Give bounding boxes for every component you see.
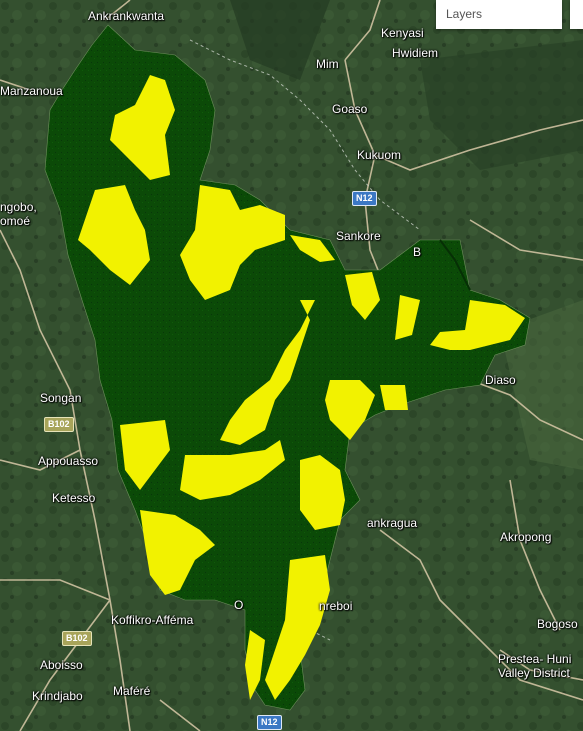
place-label: Hwidiem	[392, 46, 439, 60]
dark-forest-patch	[230, 0, 330, 80]
place-label: Ankrankwanta	[88, 9, 165, 23]
road-shield-b102: B102	[44, 417, 74, 432]
place-label: Diaso	[485, 373, 516, 387]
place-label: Manzanoua	[0, 84, 63, 98]
forest-edge	[439, 239, 471, 291]
road-shield-n12: N12	[257, 715, 282, 730]
layers-label: Layers	[446, 7, 483, 21]
place-label: ngobo,	[0, 200, 37, 214]
place-label: Ketesso	[52, 491, 96, 505]
place-label: Akropong	[500, 530, 552, 544]
place-label: Valley District	[498, 666, 570, 680]
dark-forest-patch	[420, 40, 583, 170]
place-label: Prestea- Huni	[498, 652, 572, 666]
layers-control-button[interactable]: Layers	[436, 0, 562, 29]
place-label: nreboi	[319, 599, 353, 613]
place-label: Mim	[316, 57, 339, 71]
place-label: Bogoso	[537, 617, 578, 631]
road-shield-b102: B102	[62, 631, 92, 646]
place-label: B	[413, 245, 422, 259]
map-control-button[interactable]	[570, 0, 583, 29]
highlight-areas	[78, 75, 525, 700]
place-label: Appouasso	[38, 454, 99, 468]
place-label: Sankore	[336, 229, 381, 243]
place-label: Koffikro-Afféma	[111, 613, 194, 627]
place-label: ankragua	[367, 516, 418, 530]
place-label: omoé	[0, 214, 31, 228]
place-label: Maféré	[113, 684, 151, 698]
place-label: Songan	[40, 391, 82, 405]
place-label: Goaso	[332, 102, 368, 116]
place-label: Krindjabo	[32, 689, 83, 703]
place-label: Kukuom	[357, 148, 402, 162]
road-shield-n12: N12	[352, 191, 377, 206]
place-label: Kenyasi	[381, 26, 424, 40]
place-label: Aboisso	[40, 658, 83, 672]
place-label: O	[234, 598, 244, 612]
